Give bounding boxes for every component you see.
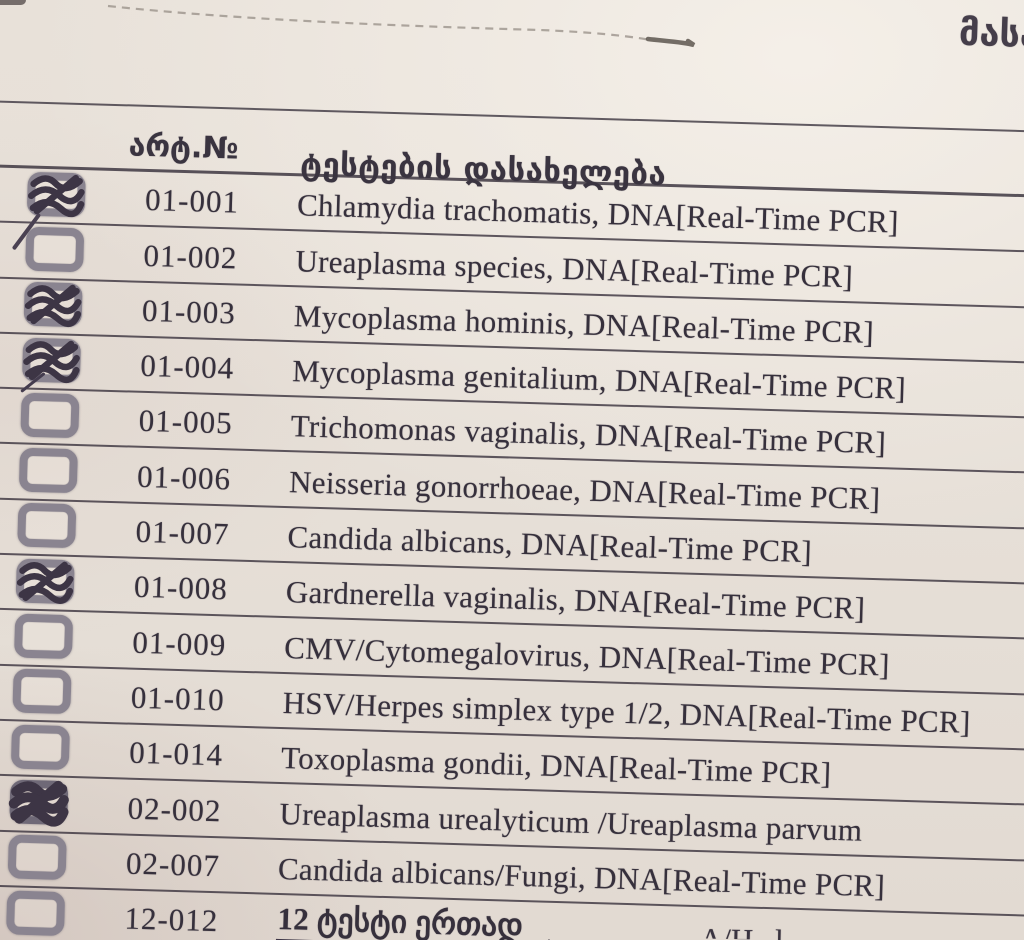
test-name: Mycoplasma genitalium, DNA[Real-Time PCR… [291, 353, 907, 407]
row-checkbox [20, 392, 80, 439]
test-name: Ureaplasma urealyticum /Ureaplasma parvu… [279, 795, 863, 848]
test-row: 01-004 Mycoplasma genitalium, DNA[Real-T… [0, 332, 1024, 421]
row-checkbox [18, 447, 78, 494]
row-checkbox [13, 613, 74, 660]
test-code: 01-001 [144, 182, 240, 220]
pen-scribble-icon [28, 174, 85, 217]
row-checkbox [25, 226, 85, 273]
test-row: 01-001 Chlamydia trachomatis, DNA[Real-T… [0, 166, 1024, 255]
header-partial-text: მასა [958, 12, 1024, 57]
test-name: Neisseria gonorrhoeae, DNA[Real-Time PCR… [288, 463, 881, 516]
test-row: 01-008 Gardnerella vaginalis, DNA[Real-T… [0, 553, 1024, 642]
test-code: 01-005 [138, 403, 234, 441]
test-code: 01-014 [128, 734, 224, 773]
test-code: 01-004 [139, 347, 235, 386]
row-checkbox [6, 889, 66, 936]
test-name: Chlamydia trachomatis, DNA[Real-Time PCR… [296, 187, 900, 240]
row-checkbox [7, 834, 67, 881]
scratch-mark [107, 4, 696, 48]
test-row: 01-003 Mycoplasma hominis, DNA[Real-Time… [0, 277, 1024, 365]
test-name: CMV/Cytomegalovirus, DNA[Real-Time PCR] [283, 629, 891, 683]
row-checkbox [26, 171, 86, 218]
test-name: Gardnerella vaginalis, DNA[Real-Time PCR… [285, 574, 866, 627]
test-code: 01-010 [130, 679, 226, 718]
test-row: 02-002 Ureaplasma urealyticum /Ureaplasm… [0, 774, 1024, 863]
cutoff-text-fragment: t [545, 929, 563, 940]
test-code: 12-012 [123, 900, 219, 939]
photo-corner-artifact [0, 0, 26, 5]
test-name: Toxoplasma gondii, DNA[Real-Time PCR] [280, 740, 832, 792]
test-code: 01-007 [135, 513, 230, 552]
row-checkbox [15, 558, 75, 604]
test-code: 01-006 [136, 458, 232, 497]
pen-scribble-icon [16, 561, 74, 604]
test-name: Candida albicans/Fungi, DNA[Real-Time PC… [277, 850, 886, 904]
test-code: 01-002 [143, 237, 238, 276]
test-name: Ureaplasma species, DNA[Real-Time PCR] [295, 242, 854, 294]
test-name: 12 ტესტი ერთად [275, 901, 528, 940]
test-rows: 01-001 Chlamydia trachomatis, DNA[Real-T… [0, 166, 1024, 940]
column-header-code: არტ.№ [128, 128, 240, 167]
test-code: 01-008 [133, 569, 229, 607]
pen-scribble-icon [23, 340, 80, 383]
test-code: 02-007 [125, 845, 221, 884]
pen-scribble-icon [8, 780, 69, 827]
row-checkbox [12, 668, 72, 715]
cutoff-text-fragment: A/H l [699, 921, 784, 940]
test-code: 02-002 [127, 790, 222, 828]
test-code: 01-009 [131, 624, 227, 663]
test-name: Candida albicans, DNA[Real-Time PCR] [287, 519, 813, 570]
test-code: 01-003 [141, 292, 237, 331]
row-checkbox [17, 502, 77, 549]
test-order-table: არტ.№ ტესტების დასახელება 01-001 Chlamyd… [0, 100, 1024, 940]
pen-scribble-icon [24, 285, 82, 328]
row-checkbox [8, 779, 69, 827]
row-checkbox [10, 724, 71, 770]
test-name: Trichomonas vaginalis, DNA[Real-Time PCR… [290, 408, 887, 461]
row-checkbox [23, 281, 83, 328]
row-checkbox [21, 337, 82, 383]
test-name: Mycoplasma hominis, DNA[Real-Time PCR] [293, 298, 875, 350]
